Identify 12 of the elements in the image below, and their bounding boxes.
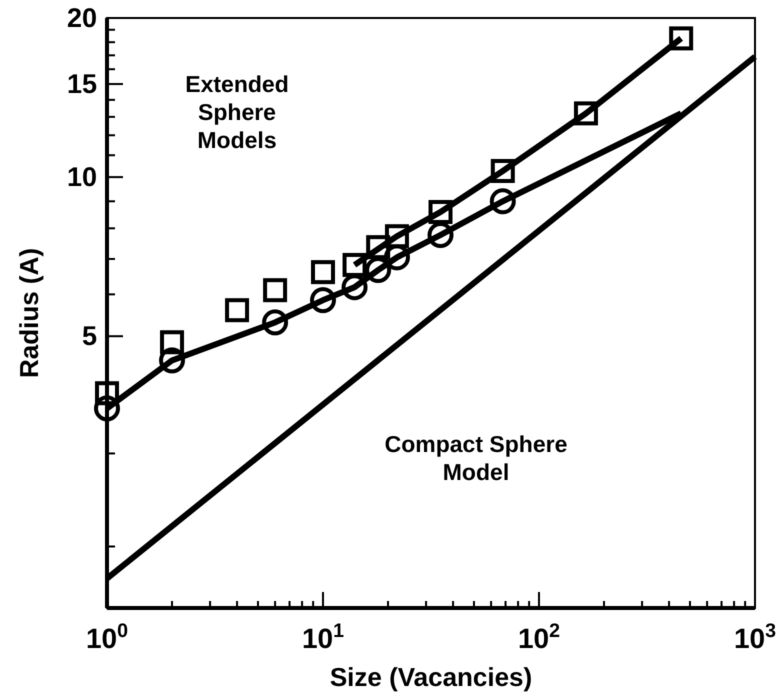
x-tick-label: 10$^{0}$ [86, 620, 128, 654]
y-tick-label: 15 [66, 69, 97, 100]
y-tick-label: 10 [66, 162, 97, 192]
x-axis-title: Size (Vacancies) [330, 662, 532, 692]
x-tick-label: 10$^{2}$ [518, 620, 560, 654]
annotation: Extended Sphere Models [185, 71, 289, 153]
annotation: Compact Sphere Model [384, 431, 568, 485]
x-tick-label: 10$^{3}$ [734, 620, 776, 654]
y-axis-title: Radius (A) [14, 248, 44, 378]
y-tick-label: 20 [66, 3, 97, 33]
x-tick-label: 10$^{1}$ [302, 620, 344, 654]
y-tick-label: 5 [82, 321, 97, 352]
